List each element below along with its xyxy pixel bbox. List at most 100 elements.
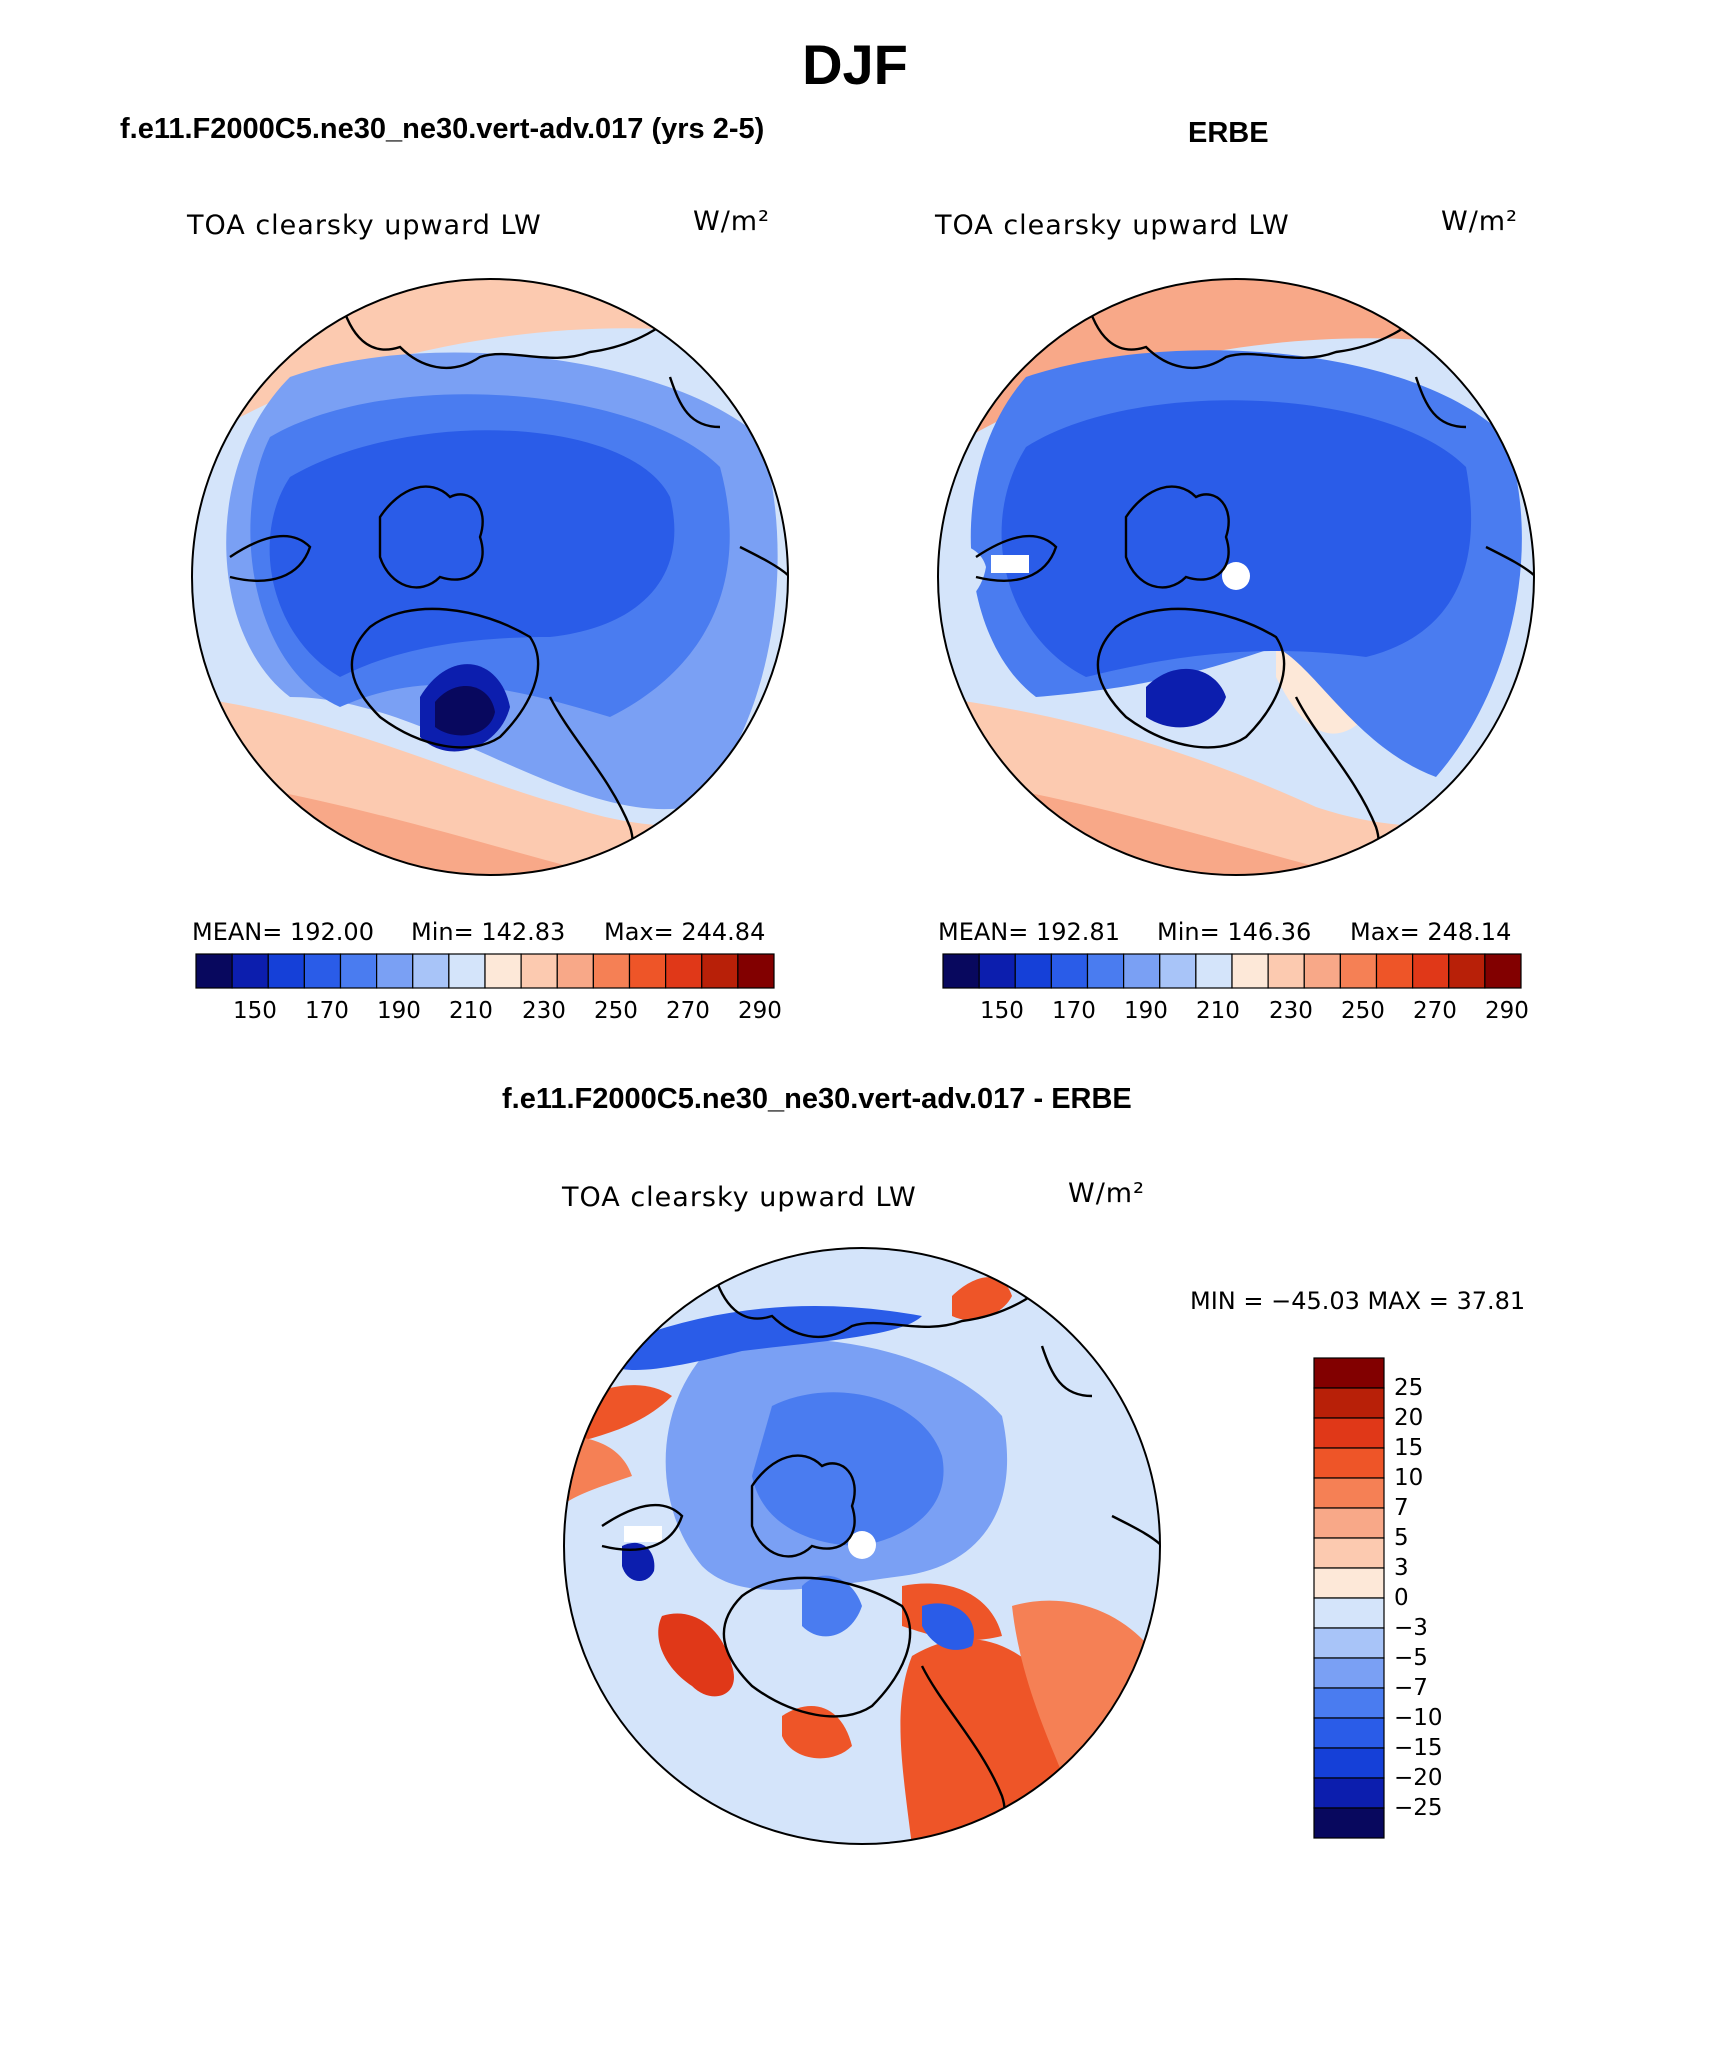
model-polar-map xyxy=(191,278,789,876)
diff-tick-label: 7 xyxy=(1394,1495,1409,1521)
diff-quantity-label: TOA clearsky upward LW xyxy=(562,1182,917,1213)
colorbar-swatch xyxy=(484,953,522,989)
colorbar-swatch xyxy=(1159,953,1197,989)
diff-tick-label: 5 xyxy=(1394,1525,1409,1551)
colorbar-swatch xyxy=(1313,1387,1385,1419)
diff-polar-map xyxy=(563,1247,1161,1845)
obs-mean-stat: MEAN= 192.81 xyxy=(938,918,1120,946)
obs-tick-label: 210 xyxy=(1196,998,1240,1024)
colorbar-swatch xyxy=(1313,1477,1385,1509)
model-min-stat: Min= 142.83 xyxy=(411,918,566,946)
colorbar-swatch xyxy=(520,953,558,989)
model-units-label: W/m² xyxy=(693,206,770,237)
obs-tick-label: 170 xyxy=(1052,998,1096,1024)
colorbar-swatch xyxy=(1313,1537,1385,1569)
colorbar-swatch xyxy=(1086,953,1125,989)
diff-tick-label: −10 xyxy=(1394,1705,1443,1731)
colorbar-swatch xyxy=(1412,953,1450,989)
colorbar-swatch xyxy=(448,953,486,989)
colorbar-swatch xyxy=(1195,953,1233,989)
obs-tick-label: 290 xyxy=(1485,998,1529,1024)
colorbar-swatch xyxy=(1313,1417,1385,1449)
colorbar-swatch xyxy=(1313,1357,1385,1389)
colorbar-swatch xyxy=(592,953,631,989)
colorbar-swatch xyxy=(1339,953,1378,989)
colorbar-swatch xyxy=(1014,953,1052,989)
obs-colorbar xyxy=(942,953,1522,989)
diff-tick-label: 10 xyxy=(1394,1465,1424,1491)
colorbar-swatch xyxy=(1303,953,1341,989)
colorbar-swatch xyxy=(701,953,739,989)
model-quantity-label: TOA clearsky upward LW xyxy=(187,210,542,241)
diff-units-label: W/m² xyxy=(1068,1178,1145,1209)
obs-polar-map xyxy=(937,278,1535,876)
obs-tick-label: 270 xyxy=(1413,998,1457,1024)
obs-tick-label: 230 xyxy=(1269,998,1313,1024)
obs-colorbar-ticks: 150 170 190 210 230 250 270 290 xyxy=(943,998,1529,1028)
colorbar-swatch xyxy=(1267,953,1305,989)
colorbar-swatch xyxy=(1313,1597,1385,1629)
model-tick-label: 150 xyxy=(233,998,277,1024)
diff-tick-label: −25 xyxy=(1394,1795,1443,1821)
obs-tick-label: 250 xyxy=(1341,998,1385,1024)
diff-tick-label: 20 xyxy=(1394,1405,1424,1431)
colorbar-swatch xyxy=(376,953,414,989)
diff-colorbar-ticks: 25 20 15 10 7 5 3 0 −3 −5 −7 −10 −15 −20… xyxy=(1394,1358,1494,1838)
colorbar-swatch xyxy=(1313,1507,1385,1539)
diff-minmax-stat: MIN = −45.03 MAX = 37.81 xyxy=(1190,1287,1526,1315)
colorbar-swatch xyxy=(231,953,269,989)
colorbar-swatch xyxy=(339,953,378,989)
colorbar-swatch xyxy=(1313,1747,1385,1779)
model-colorbar xyxy=(195,953,775,989)
obs-tick-label: 190 xyxy=(1124,998,1168,1024)
colorbar-swatch xyxy=(1231,953,1269,989)
colorbar-swatch xyxy=(1313,1687,1385,1719)
colorbar-swatch xyxy=(1313,1777,1385,1809)
diff-tick-label: 0 xyxy=(1394,1585,1409,1611)
obs-max-stat: Max= 248.14 xyxy=(1350,918,1512,946)
colorbar-swatch xyxy=(1313,1627,1385,1659)
model-tick-label: 230 xyxy=(522,998,566,1024)
diff-colorbar xyxy=(1313,1357,1385,1839)
colorbar-swatch xyxy=(1448,953,1486,989)
colorbar-swatch xyxy=(412,953,450,989)
colorbar-swatch xyxy=(1313,1807,1385,1839)
colorbar-swatch xyxy=(1375,953,1414,989)
colorbar-swatch xyxy=(556,953,594,989)
colorbar-swatch xyxy=(1313,1657,1385,1689)
model-mean-stat: MEAN= 192.00 xyxy=(192,918,374,946)
model-tick-label: 170 xyxy=(305,998,349,1024)
colorbar-swatch xyxy=(737,953,775,989)
obs-tick-label: 150 xyxy=(980,998,1024,1024)
colorbar-swatch xyxy=(1484,953,1522,989)
colorbar-swatch xyxy=(303,953,342,989)
model-tick-label: 190 xyxy=(377,998,421,1024)
figure-title: DJF xyxy=(802,33,908,96)
colorbar-swatch xyxy=(1123,953,1161,989)
model-tick-label: 250 xyxy=(594,998,638,1024)
colorbar-swatch xyxy=(665,953,703,989)
diff-tick-label: 25 xyxy=(1394,1375,1424,1401)
colorbar-swatch xyxy=(942,953,980,989)
model-tick-label: 290 xyxy=(738,998,782,1024)
colorbar-swatch xyxy=(1050,953,1089,989)
diff-tick-label: −7 xyxy=(1394,1675,1428,1701)
colorbar-swatch xyxy=(1313,1717,1385,1749)
diff-tick-label: −20 xyxy=(1394,1765,1443,1791)
obs-panel-title: ERBE xyxy=(1188,117,1269,149)
colorbar-swatch xyxy=(628,953,667,989)
colorbar-swatch xyxy=(1313,1447,1385,1479)
colorbar-swatch xyxy=(978,953,1016,989)
obs-quantity-label: TOA clearsky upward LW xyxy=(935,210,1290,241)
colorbar-swatch xyxy=(1313,1567,1385,1599)
diff-tick-label: −5 xyxy=(1394,1645,1428,1671)
diff-tick-label: −3 xyxy=(1394,1615,1428,1641)
model-panel-title: f.e11.F2000C5.ne30_ne30.vert-adv.017 (yr… xyxy=(120,113,765,145)
diff-panel-title: f.e11.F2000C5.ne30_ne30.vert-adv.017 - E… xyxy=(502,1083,1132,1115)
model-tick-label: 270 xyxy=(666,998,710,1024)
obs-units-label: W/m² xyxy=(1441,206,1518,237)
diff-tick-label: 3 xyxy=(1394,1555,1409,1581)
model-tick-label: 210 xyxy=(449,998,493,1024)
diff-tick-label: 15 xyxy=(1394,1435,1424,1461)
model-max-stat: Max= 244.84 xyxy=(604,918,766,946)
